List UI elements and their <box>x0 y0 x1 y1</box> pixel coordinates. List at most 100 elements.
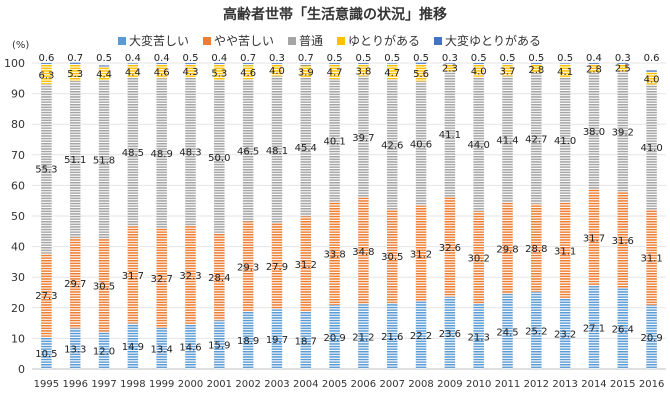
bar-segment <box>386 64 398 80</box>
bar-segment <box>444 296 456 369</box>
x-tick-label: 2010 <box>466 379 491 390</box>
data-label: 22.2 <box>410 331 432 342</box>
data-label: 2.5 <box>615 64 631 75</box>
bar-segment <box>617 191 629 289</box>
x-tick-label: 2015 <box>610 379 635 390</box>
bar-segment <box>271 308 283 369</box>
data-label: 32.3 <box>179 271 201 282</box>
data-label: 0.5 <box>500 53 516 64</box>
bar-segment <box>300 77 312 217</box>
bar-segment <box>444 63 456 65</box>
legend-label-1: 大変苦しい <box>129 33 189 48</box>
bar-segment <box>271 63 283 77</box>
bar-segment <box>242 79 254 222</box>
bar-segment <box>358 197 369 305</box>
y-tick-label: 50 <box>11 210 25 223</box>
bar-segment <box>214 63 225 65</box>
bar-segment <box>444 197 456 297</box>
bar-segment <box>41 64 52 85</box>
data-label: 42.6 <box>381 140 403 151</box>
bar-segment <box>386 79 398 210</box>
data-label: 48.9 <box>151 149 173 160</box>
chart-title: 高齢者世帯「生活意識の状況」推移 <box>223 6 447 23</box>
data-label: 26.4 <box>612 325 634 336</box>
x-tick-label: 2009 <box>437 379 462 390</box>
bar-segment <box>69 81 81 238</box>
y-axis-unit: (%) <box>12 40 29 51</box>
x-tick-label: 2016 <box>639 379 664 390</box>
bar-segment <box>588 63 600 65</box>
bar-segment <box>300 63 312 66</box>
data-label: 2.8 <box>586 65 602 76</box>
bar-segment <box>214 233 225 321</box>
bar-segment <box>41 336 52 369</box>
bar-segment <box>531 63 542 65</box>
bar-segment <box>185 77 196 226</box>
data-label: 28.8 <box>525 244 547 255</box>
data-label: 0.5 <box>528 53 544 64</box>
bar-segment <box>329 63 340 65</box>
y-tick-label: 10 <box>11 332 25 345</box>
data-label: 14.9 <box>122 342 144 353</box>
bar-segment <box>559 298 571 369</box>
bar-segment <box>156 78 167 228</box>
data-label: 0.5 <box>183 53 199 64</box>
data-label: 24.5 <box>496 328 518 339</box>
data-label: 4.6 <box>154 67 170 78</box>
bar-segment <box>531 73 542 204</box>
bar-segment <box>271 63 283 64</box>
y-tick-label: 60 <box>11 179 25 192</box>
bar-segment <box>415 64 427 82</box>
data-label: 12.0 <box>93 347 115 358</box>
x-tick-label: 2008 <box>408 379 433 390</box>
bar-segment <box>300 216 312 312</box>
x-tick-label: 2001 <box>207 379 232 390</box>
y-tick-label: 0 <box>18 363 25 376</box>
x-tick-label: 2007 <box>380 379 405 390</box>
bar-segment <box>559 64 571 78</box>
data-label: 3.9 <box>298 67 314 78</box>
data-label: 4.0 <box>269 66 285 77</box>
bar-segment <box>329 78 340 202</box>
legend-swatch-4 <box>337 37 345 45</box>
data-label: 0.4 <box>211 53 227 64</box>
bar-segment <box>473 211 484 304</box>
bar-segment <box>588 286 600 369</box>
data-label: 48.5 <box>122 148 144 159</box>
bar-segment <box>271 76 283 224</box>
bar-segment <box>444 71 456 198</box>
data-label: 45.4 <box>295 143 317 154</box>
bar-segment <box>98 238 110 333</box>
data-label: 4.0 <box>644 74 660 85</box>
data-label: 31.1 <box>640 253 662 264</box>
bar-segment <box>69 64 81 82</box>
bar-segment <box>242 65 254 80</box>
data-label: 27.3 <box>35 291 57 302</box>
bar-segment <box>415 301 427 369</box>
data-label: 41.0 <box>554 136 576 147</box>
x-tick-label: 1999 <box>149 379 174 390</box>
data-label: 21.6 <box>381 332 403 343</box>
bar-segment <box>559 77 571 203</box>
data-label: 25.2 <box>525 326 547 337</box>
data-label: 14.6 <box>179 343 201 354</box>
data-label: 20.9 <box>640 333 662 344</box>
data-label: 27.1 <box>583 324 605 335</box>
data-label: 0.5 <box>327 53 343 64</box>
bar-segment <box>300 311 312 369</box>
bar-segment <box>502 64 513 77</box>
bar-segment <box>617 63 629 72</box>
data-label: 41.0 <box>640 143 662 154</box>
bars <box>41 62 657 369</box>
bar-segment <box>473 63 484 65</box>
data-label: 31.6 <box>612 236 634 247</box>
data-label: 5.3 <box>67 69 83 80</box>
data-label: 6.3 <box>38 70 54 81</box>
bar-segment <box>531 203 542 292</box>
bar-segment <box>300 65 312 78</box>
bar-segment <box>156 63 167 65</box>
x-tick-label: 1997 <box>91 379 116 390</box>
data-label: 4.7 <box>384 68 400 79</box>
bar-segment <box>69 237 81 329</box>
